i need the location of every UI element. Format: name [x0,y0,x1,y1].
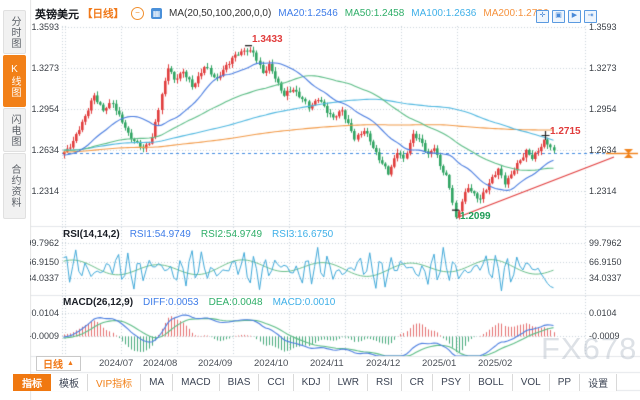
diff-value: DIFF:0.0053 [143,297,199,308]
time-axis-label: 2024/09 [198,358,233,369]
toolbar-item-pp[interactable]: PP [550,374,581,391]
price-axis-label: 1.3273 [589,63,617,73]
toolbar-item-ma[interactable]: MA [141,374,174,391]
toolbar-item-settings[interactable]: 设置 [580,374,618,391]
price-axis-label: 1.2314 [31,186,59,196]
indicator-icon[interactable]: ▦ [151,8,162,19]
price-axis-label: 1.2634 [31,145,59,155]
time-axis-label: 2025/02 [478,358,513,369]
info-icon[interactable]: − [131,7,144,20]
rsi-axis-label: 34.0337 [589,273,622,283]
toolbar-item-vip[interactable]: VIP指标 [88,374,142,391]
macd-axis-label: 0.0104 [589,308,617,318]
rsi-name: RSI(14,14,2) [63,229,120,240]
sidebar-tab-lightning[interactable]: 闪电图 [3,108,26,152]
rsi-header: RSI(14,14,2) RSI1:54.9749 RSI2:54.9749 R… [63,229,333,240]
price-axis-label: 1.2954 [31,104,59,114]
ma50-value: MA50:1.2458 [344,8,405,19]
time-axis-label: 2024/07 [99,358,134,369]
ma-settings-label: MA(20,50,100,200,0,0) [169,8,272,19]
macd-axis-label: 0.0104 [31,308,59,318]
macd-value: MACD:0.0010 [272,297,336,308]
latest-high-label: 1.2715 [550,126,581,137]
time-axis-label: 2025/01 [422,358,457,369]
price-axis-label: 1.2314 [589,186,617,196]
toolbar-item-rsi[interactable]: RSI [368,374,402,391]
rsi-axis-label: 34.0337 [26,273,59,283]
rsi3-value: RSI3:16.6750 [272,229,334,240]
price-axis-label: 1.3593 [589,22,617,32]
rsi-axis-label: 66.9150 [589,257,622,267]
period-tag: 【日线】 [82,8,124,20]
price-axis-label: 1.2634 [589,145,617,155]
high-price-label: 1.3433 [252,34,283,45]
sidebar-tab-timeshare[interactable]: 分时图 [3,10,26,54]
goto-latest-icon[interactable]: ⇥ [584,10,597,23]
toolbar-item-boll[interactable]: BOLL [470,374,513,391]
dea-value: DEA:0.0048 [208,297,263,308]
sidebar-tab-contract-info[interactable]: 合约资料 [3,153,26,219]
toolbar-item-psy[interactable]: PSY [433,374,471,391]
price-axis-label: 1.3593 [31,22,59,32]
period-label: 日线 [43,360,63,371]
toolbar-item-indicator[interactable]: 指标 [13,374,51,391]
toolbar-item-cr[interactable]: CR [402,374,434,391]
ma100-value: MA100:1.2636 [411,8,477,19]
chevron-up-icon: ▲ [67,360,74,367]
toolbar-item-kdj[interactable]: KDJ [294,374,330,391]
crosshair-icon[interactable]: ✛ [536,10,549,23]
screenshot-icon[interactable]: ▣ [552,10,565,23]
macd-axis-label: -0.0009 [28,331,59,341]
toolbar-item-cci[interactable]: CCI [259,374,294,391]
toolbar-item-macd[interactable]: MACD [173,374,220,391]
sidebar-tab-kline[interactable]: K线图 [3,55,26,107]
rsi-axis-label: 66.9150 [26,257,59,267]
toolbar-item-vol[interactable]: VOL [513,374,550,391]
time-axis-label: 2024/12 [366,358,401,369]
macd-header: MACD(26,12,9) DIFF:0.0053 DEA:0.0048 MAC… [63,297,335,308]
play-icon[interactable]: ▶ [568,10,581,23]
symbol-title: 英镑美元 [35,8,79,21]
period-selector[interactable]: 日线 ▲ [36,356,81,371]
time-axis-label: 2024/10 [254,358,289,369]
low-price-label: 1.2099 [460,211,491,222]
macd-axis-label: -0.0009 [589,331,620,341]
rsi-axis-label: 99.7962 [26,238,59,248]
toolbar-item-template[interactable]: 模板 [51,374,88,391]
ma200-value: MA200:1.2786 [483,8,549,19]
toolbar-item-bias[interactable]: BIAS [220,374,260,391]
ma20-value: MA20:1.2546 [278,8,338,19]
macd-name: MACD(26,12,9) [63,297,134,308]
rsi2-value: RSI2:54.9749 [200,229,263,240]
indicator-toolbar: 指标 模板 VIP指标 MA MACD BIAS CCI KDJ LWR RSI… [13,374,618,391]
chart-header: 英镑美元 【日线】 − ▦ MA(20,50,100,200,0,0) MA20… [35,6,548,21]
price-axis-label: 1.2954 [589,104,617,114]
time-axis-label: 2024/11 [310,358,344,369]
time-axis-label: 2024/08 [143,358,178,369]
price-axis-label: 1.3273 [31,63,59,73]
chart-tools: ✛ ▣ ▶ ⇥ [536,10,597,23]
toolbar-item-lwr[interactable]: LWR [330,374,368,391]
rsi1-value: RSI1:54.9749 [129,229,191,240]
rsi-axis-label: 99.7962 [589,238,622,248]
sidebar: 分时图 K线图 闪电图 合约资料 [0,0,30,400]
